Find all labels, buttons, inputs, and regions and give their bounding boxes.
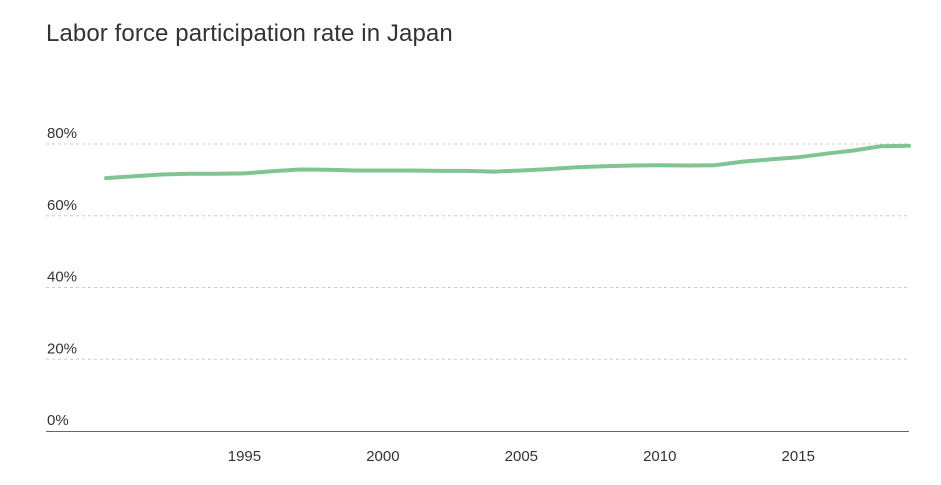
x-tick-label: 2010 [643,448,676,465]
data-point [464,169,468,173]
x-tick-label: 2000 [366,448,399,465]
data-point [326,168,330,172]
data-point [852,149,856,153]
data-point [769,157,773,161]
data-point [741,160,745,164]
x-tick-label: 2015 [782,448,815,465]
x-tick-label: 1995 [228,448,261,465]
y-tick-label: 40% [47,269,77,286]
y-tick-label: 80% [47,125,77,142]
data-point [686,164,690,168]
data-point [409,169,413,173]
data-point [492,170,496,174]
chart-title: Labor force participation rate in Japan [46,20,453,47]
data-point [575,165,579,169]
data-point [381,169,385,173]
y-axis-ticks: 0% 20% 40% 60% 80% [47,125,77,429]
data-point [519,169,523,173]
series-layer [104,143,911,181]
data-point [298,168,302,172]
data-point [132,174,136,178]
series-line [104,143,911,181]
data-point [270,169,274,173]
data-point [630,164,634,168]
data-point [187,172,191,176]
data-point [658,163,662,167]
data-point [713,163,717,167]
data-point [907,144,911,148]
y-tick-label: 60% [47,197,77,214]
y-tick-label: 0% [47,412,69,429]
data-point [159,173,163,177]
y-tick-label: 20% [47,340,77,357]
gridlines [46,143,909,360]
data-point [436,169,440,173]
data-point [104,176,108,180]
data-point [353,169,357,173]
data-point [879,144,883,148]
x-axis-ticks: 1995 2000 2005 2010 2015 [228,448,815,465]
data-point [547,167,551,171]
data-point [824,152,828,156]
data-point [242,171,246,175]
data-point [796,155,800,159]
data-point [215,172,219,176]
data-point [602,164,606,168]
x-tick-label: 2005 [505,448,538,465]
